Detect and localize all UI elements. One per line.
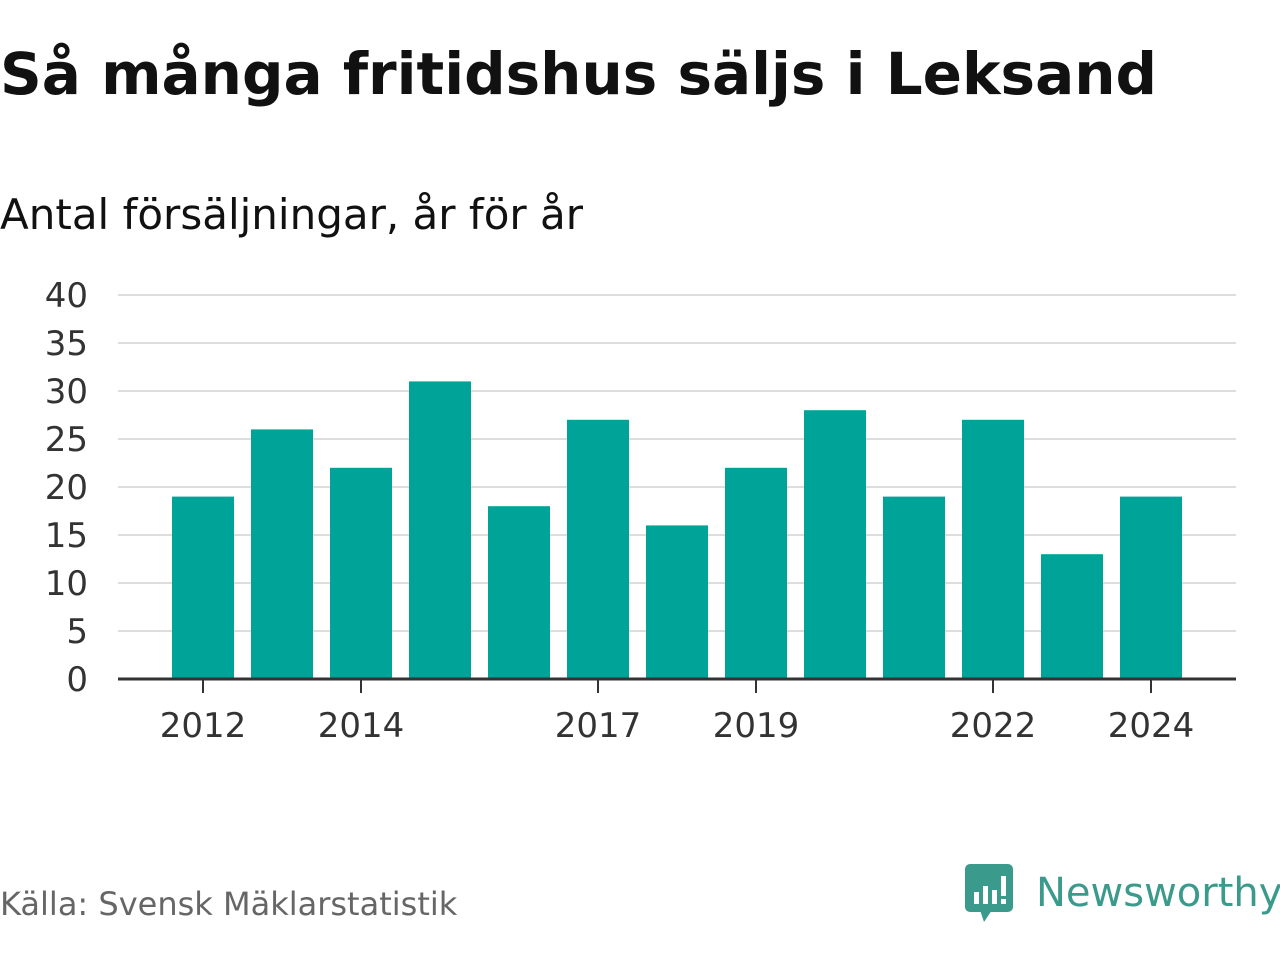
newsworthy-logo: Newsworthy	[964, 862, 1280, 924]
bar-2016	[488, 506, 550, 679]
bar-2019	[725, 467, 787, 679]
bar-chart: 0 5 10 15 20 25 30 35 40 2012 2014 2017 2019 2022 202…	[45, 276, 1236, 746]
y-tick-label: 20	[45, 468, 88, 508]
bar-2023	[1041, 554, 1103, 679]
bar-2024	[1120, 496, 1182, 679]
x-tick-label: 2014	[318, 706, 405, 746]
y-tick-label: 10	[45, 564, 88, 604]
bar-2021	[883, 496, 945, 679]
y-tick-label: 40	[45, 276, 88, 316]
newsworthy-logo-icon	[965, 864, 1013, 922]
bar-2018	[646, 525, 708, 679]
y-tick-labels: 0 5 10 15 20 25 30 35 40	[45, 276, 88, 700]
x-axis: 2012 2014 2017 2019 2022 2024	[118, 677, 1236, 746]
bar-2020	[804, 410, 866, 679]
bar-2022	[962, 419, 1024, 679]
chart-title: Så många fritidshus säljs i Leksand	[0, 40, 1158, 108]
bars	[172, 381, 1182, 679]
y-tick-label: 0	[66, 660, 88, 700]
y-tick-label: 15	[45, 516, 88, 556]
y-tick-label: 30	[45, 372, 88, 412]
x-tick-label: 2017	[555, 706, 642, 746]
bar-2017	[567, 419, 629, 679]
x-tick-label: 2019	[713, 706, 800, 746]
bar-2014	[330, 467, 392, 679]
x-tick-label: 2022	[950, 706, 1037, 746]
source-note: Källa: Svensk Mäklarstatistik	[0, 885, 458, 923]
bar-2012	[172, 496, 234, 679]
y-tick-label: 5	[66, 612, 88, 652]
bar-2013	[251, 429, 313, 679]
brand-name: Newsworthy	[1036, 870, 1280, 916]
x-tick-label: 2024	[1108, 706, 1195, 746]
x-tick-label: 2012	[160, 706, 247, 746]
chart-subtitle: Antal försäljningar, år för år	[0, 190, 584, 239]
y-tick-label: 25	[45, 420, 88, 460]
bar-2015	[409, 381, 471, 679]
y-tick-label: 35	[45, 324, 88, 364]
